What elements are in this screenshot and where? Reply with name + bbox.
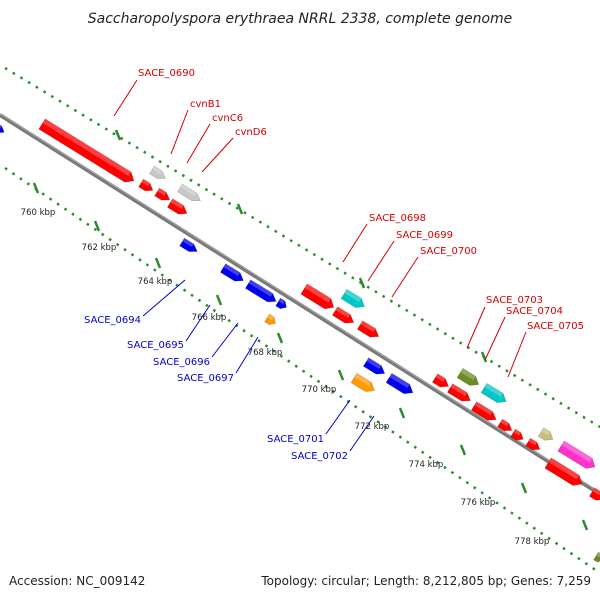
tick-label: 762 kbp — [82, 243, 117, 253]
gene-arrow[interactable] — [331, 306, 356, 327]
gene-label-cvnc6[interactable]: cvnC6 — [212, 113, 243, 124]
gene-arrow-reverse[interactable] — [0, 122, 6, 136]
gene-label-sace-0703[interactable]: SACE_0703 — [486, 295, 543, 306]
callout-sace-0701[interactable]: SACE_0701 — [267, 399, 351, 445]
callout-sace-0698[interactable]: SACE_0698 — [342, 213, 426, 263]
gene-group — [0, 118, 600, 564]
gene-label-sace-0698[interactable]: SACE_0698 — [369, 213, 426, 224]
gene-arrow-sace-0700[interactable] — [356, 320, 381, 341]
gene-label-sace-0695[interactable]: SACE_0695 — [127, 340, 184, 351]
gene-arrow[interactable] — [275, 297, 289, 311]
gene-label-cvnd6[interactable]: cvnD6 — [235, 127, 267, 138]
gene-arrow[interactable] — [166, 198, 189, 218]
gene-arrow-sace-0690[interactable] — [38, 118, 137, 186]
gene-label-sace-0705[interactable]: SACE_0705 — [527, 321, 584, 332]
gene-arrow-cvnb1[interactable] — [149, 165, 168, 182]
tick-mark — [520, 482, 528, 494]
gene-arrow[interactable] — [470, 401, 498, 424]
gene-label-sace-0696[interactable]: SACE_0696 — [153, 357, 210, 368]
tick-mark — [236, 203, 244, 215]
tick-mark — [93, 220, 101, 232]
callout-sace-0699[interactable]: SACE_0699 — [367, 230, 453, 282]
gene-arrow-sace-0705[interactable] — [497, 418, 515, 434]
tick-mark — [358, 277, 366, 289]
genome-summary-text: Topology: circular; Length: 8,212,805 bp… — [260, 574, 591, 588]
callout-group: SACE_0690 cvnB1 cvnC6 cvnD6 SACE_0698 SACE_06… — [84, 68, 584, 462]
gene-arrow[interactable] — [154, 187, 172, 204]
genome-backbone — [0, 113, 600, 496]
gene-arrow-sace-0702[interactable] — [350, 372, 377, 395]
gene-arrow[interactable] — [593, 551, 600, 564]
gene-arrow[interactable] — [525, 437, 543, 453]
callout-sace-0700[interactable]: SACE_0700 — [391, 246, 477, 298]
callout-sace-0695[interactable]: SACE_0695 — [127, 304, 211, 351]
tick-group: 760 kbp 762 kbp 764 kbp 766 kbp 768 kbp 770 k… — [21, 129, 589, 547]
tick-mark — [215, 294, 223, 306]
gene-label-sace-0697[interactable]: SACE_0697 — [177, 373, 234, 384]
tick-mark — [114, 129, 122, 141]
callout-sace-0694[interactable]: SACE_0694 — [84, 279, 186, 326]
callout-sace-0696[interactable]: SACE_0696 — [153, 322, 239, 368]
gene-arrow-sace-0701[interactable] — [362, 357, 387, 378]
tick-label: 774 kbp — [409, 460, 444, 470]
tick-label: 764 kbp — [138, 277, 173, 287]
callout-sace-0690[interactable]: SACE_0690 — [113, 68, 195, 117]
gene-label-sace-0702[interactable]: SACE_0702 — [291, 451, 348, 462]
accession-text: Accession: NC_009142 — [9, 574, 145, 588]
gene-arrow[interactable] — [537, 427, 555, 444]
tick-mark — [32, 182, 40, 194]
gene-label-sace-0701[interactable]: SACE_0701 — [267, 434, 324, 445]
tick-label: 778 kbp — [515, 537, 550, 547]
gene-arrow[interactable] — [510, 428, 526, 443]
callout-cvnd6[interactable]: cvnD6 — [201, 127, 267, 173]
gene-label-sace-0700[interactable]: SACE_0700 — [420, 246, 477, 257]
tick-mark — [337, 369, 345, 381]
genome-backbone-highlight — [0, 113, 600, 493]
gene-arrow-sace-0698[interactable] — [300, 283, 337, 313]
gene-arrow[interactable] — [138, 178, 156, 194]
gene-arrow-sace-0703[interactable] — [456, 367, 481, 389]
callout-sace-0702[interactable]: SACE_0702 — [291, 415, 375, 462]
callout-sace-0703[interactable]: SACE_0703 — [466, 295, 543, 349]
map-title: Saccharopolyspora erythraea NRRL 2338, c… — [88, 11, 513, 27]
gene-arrow[interactable] — [446, 383, 473, 405]
tick-mark — [480, 351, 488, 363]
gene-arrow[interactable] — [385, 372, 416, 397]
gene-arrow-cvnd6[interactable] — [177, 183, 203, 204]
tick-label: 768 kbp — [248, 348, 283, 358]
tick-mark — [459, 444, 467, 456]
tick-label: 770 kbp — [302, 385, 337, 395]
tick-label: 766 kbp — [192, 313, 227, 323]
gene-label-sace-0704[interactable]: SACE_0704 — [506, 306, 563, 317]
callout-sace-0704[interactable]: SACE_0704 — [484, 306, 563, 361]
gene-arrow-sace-0694[interactable] — [179, 237, 200, 255]
callout-cvnc6[interactable]: cvnC6 — [186, 113, 243, 164]
gene-arrow-sace-0704[interactable] — [480, 382, 509, 406]
tick-label: 772 kbp — [355, 422, 390, 432]
gene-arrow[interactable] — [557, 440, 598, 472]
gene-arrow-sace-0699[interactable] — [340, 288, 367, 311]
tick-mark — [398, 407, 406, 419]
tick-label: 776 kbp — [461, 498, 496, 508]
gene-label-sace-0694[interactable]: SACE_0694 — [84, 315, 141, 326]
gene-arrow-sace-0697[interactable] — [264, 313, 278, 327]
tick-mark — [581, 519, 589, 531]
tick-label: 760 kbp — [21, 208, 56, 218]
callout-sace-0705[interactable]: SACE_0705 — [507, 321, 584, 378]
gene-arrow-sace-0695[interactable] — [219, 263, 246, 285]
tick-mark — [154, 257, 162, 269]
gene-arrow-sace-0696[interactable] — [244, 279, 278, 306]
gene-arrow[interactable] — [431, 373, 451, 391]
callout-cvnb1[interactable]: cvnB1 — [170, 99, 221, 155]
gene-label-cvnb1[interactable]: cvnB1 — [190, 99, 221, 110]
gene-arrow[interactable] — [544, 457, 585, 489]
callout-sace-0697[interactable]: SACE_0697 — [177, 336, 259, 384]
tick-mark — [276, 332, 284, 344]
gene-label-sace-0699[interactable]: SACE_0699 — [396, 230, 453, 241]
gene-label-sace-0690[interactable]: SACE_0690 — [138, 68, 195, 79]
